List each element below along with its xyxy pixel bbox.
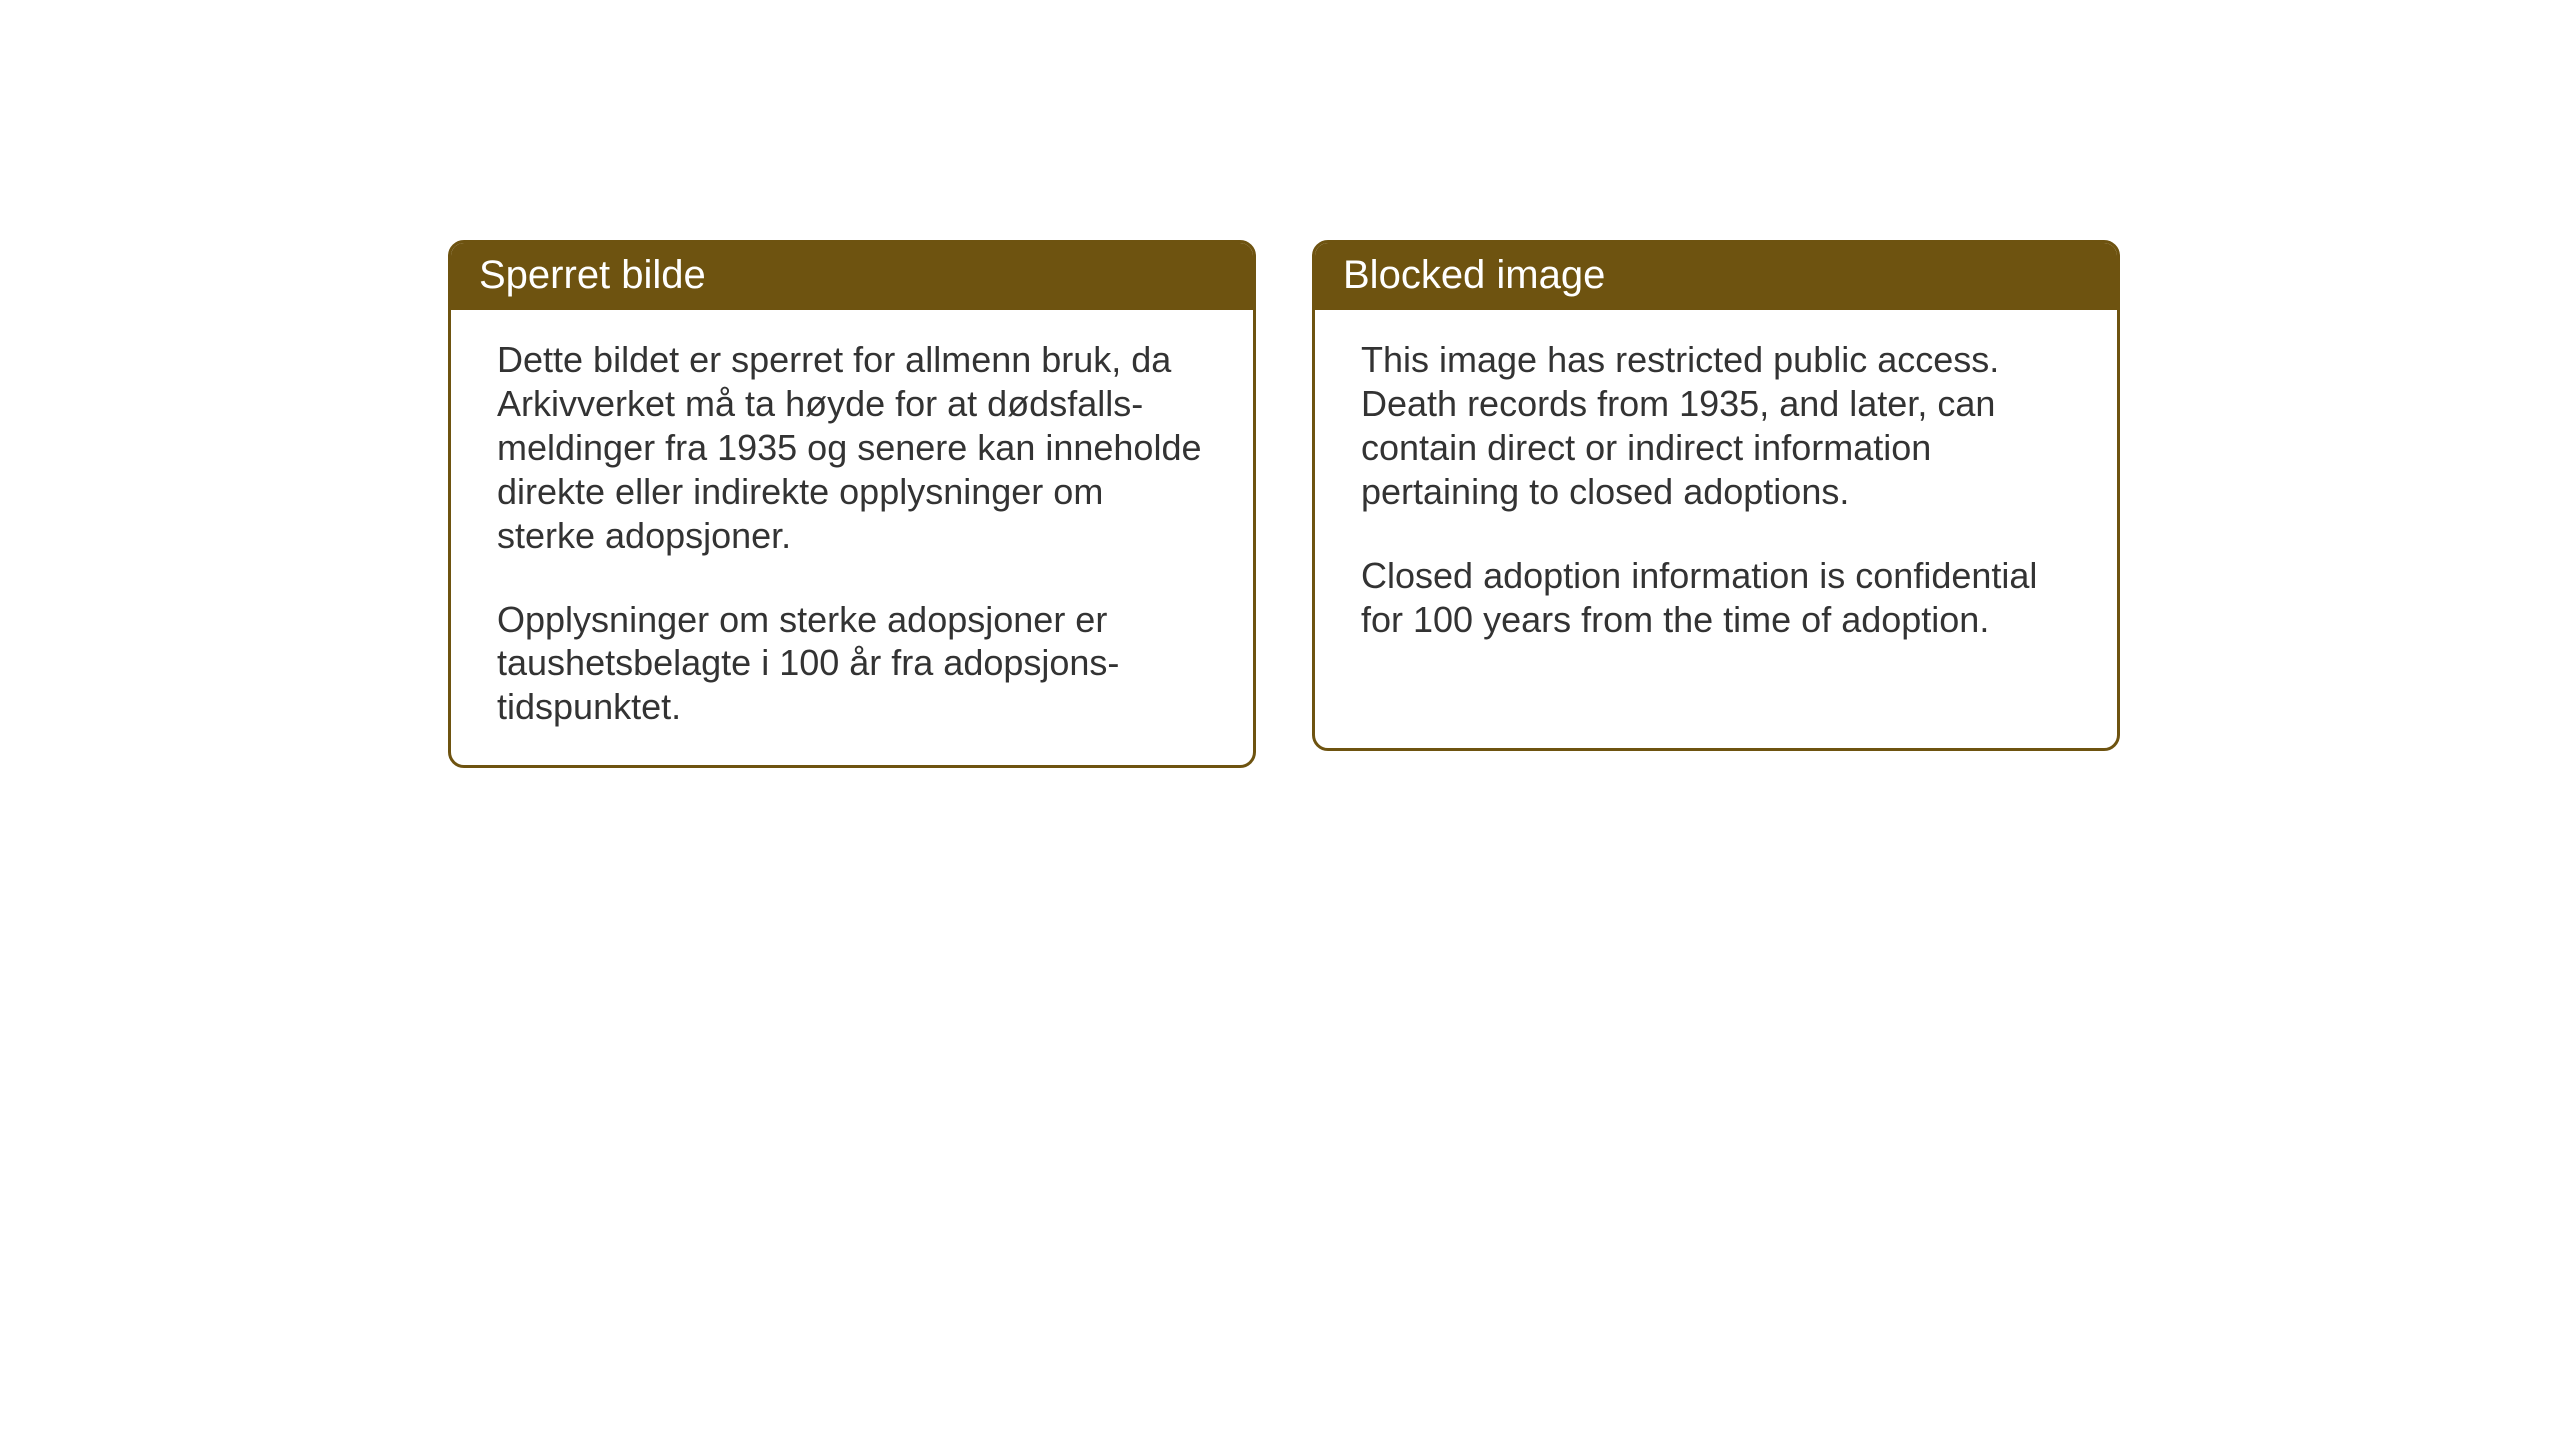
card-body-norwegian: Dette bildet er sperret for allmenn bruk… — [451, 310, 1253, 765]
card-paragraph: Dette bildet er sperret for allmenn bruk… — [497, 338, 1207, 558]
card-body-english: This image has restricted public access.… — [1315, 310, 2117, 677]
card-title-english: Blocked image — [1315, 243, 2117, 310]
info-cards-container: Sperret bilde Dette bildet er sperret fo… — [448, 240, 2120, 768]
card-paragraph: Opplysninger om sterke adopsjoner er tau… — [497, 598, 1207, 730]
card-paragraph: Closed adoption information is confident… — [1361, 554, 2071, 642]
card-title-norwegian: Sperret bilde — [451, 243, 1253, 310]
card-paragraph: This image has restricted public access.… — [1361, 338, 2071, 514]
blocked-image-card-english: Blocked image This image has restricted … — [1312, 240, 2120, 751]
blocked-image-card-norwegian: Sperret bilde Dette bildet er sperret fo… — [448, 240, 1256, 768]
